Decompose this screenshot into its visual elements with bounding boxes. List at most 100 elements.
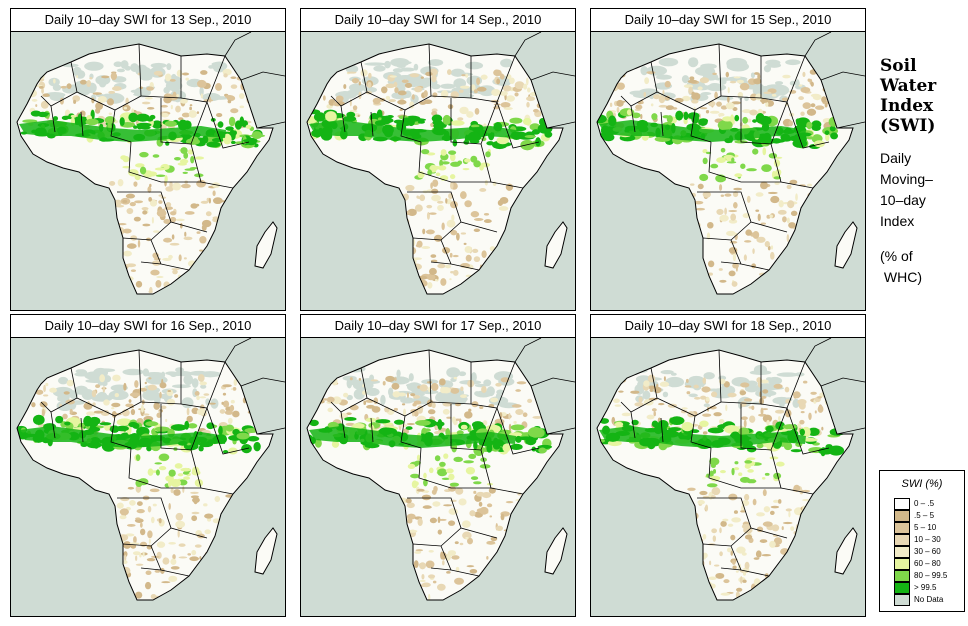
dry-patch	[219, 257, 223, 261]
dry-patch	[703, 286, 713, 294]
dry-patch	[794, 258, 803, 262]
dry-patch	[644, 77, 650, 85]
country-border	[160, 404, 208, 451]
dry-patch	[402, 408, 407, 417]
dry-patch	[451, 555, 460, 560]
dry-patch	[448, 508, 458, 515]
dry-patch	[152, 230, 160, 233]
dry-patch	[35, 104, 38, 107]
dry-patch	[112, 86, 122, 92]
dry-patch	[515, 588, 521, 596]
dry-patch	[761, 408, 769, 411]
dry-patch	[135, 280, 143, 288]
dry-patch	[357, 114, 360, 118]
wet-patch	[509, 117, 523, 124]
dry-patch	[807, 255, 810, 263]
dry-patch	[718, 268, 723, 271]
dry-patch	[800, 87, 811, 93]
wet-patch	[802, 437, 818, 442]
dry-patch	[752, 231, 760, 239]
dry-patch	[476, 86, 487, 92]
coastline-madagascar	[544, 221, 568, 269]
dry-patch	[130, 269, 136, 273]
dry-patch	[464, 245, 472, 253]
nodata-patch	[658, 57, 679, 67]
moist-patch	[764, 472, 770, 476]
dry-patch	[446, 69, 452, 75]
dry-patch	[31, 99, 38, 102]
dry-patch	[473, 89, 478, 94]
moist-patch	[421, 149, 430, 155]
dry-patch	[221, 401, 224, 405]
dry-patch	[512, 571, 519, 575]
dry-patch	[781, 259, 789, 267]
moist-patch	[430, 165, 442, 170]
dry-patch	[125, 533, 135, 537]
dry-patch	[635, 104, 643, 110]
dry-patch	[453, 376, 458, 380]
dry-patch	[478, 274, 487, 282]
dry-patch	[397, 392, 407, 397]
dry-patch	[740, 404, 745, 407]
moist-patch	[194, 173, 204, 178]
wet-patch	[331, 440, 340, 448]
dry-patch	[643, 92, 647, 98]
dry-patch	[719, 279, 727, 283]
legend-label: > 99.5	[914, 583, 937, 592]
nodata-patch	[681, 75, 690, 84]
dry-patch	[208, 265, 217, 272]
dry-patch	[735, 570, 739, 573]
dry-patch	[649, 388, 654, 392]
dry-patch	[335, 95, 344, 102]
wet-patch	[228, 116, 236, 127]
dry-patch	[115, 239, 122, 242]
dry-patch	[483, 281, 489, 287]
saturated-band	[309, 120, 516, 142]
dry-patch	[616, 106, 620, 113]
dry-patch	[431, 489, 437, 495]
dry-patch	[230, 399, 235, 404]
wet-patch	[154, 426, 170, 432]
dry-patch	[438, 518, 447, 521]
nodata-patch	[163, 86, 170, 94]
dry-patch	[422, 505, 432, 509]
dry-patch	[720, 520, 727, 527]
dry-patch	[40, 100, 49, 109]
dry-patch	[472, 248, 479, 254]
dry-patch	[732, 565, 737, 570]
dry-patch	[168, 575, 178, 583]
dry-patch	[111, 568, 116, 576]
dry-patch	[417, 408, 423, 414]
dry-patch	[192, 497, 200, 503]
dry-patch	[139, 553, 142, 558]
dry-patch	[239, 105, 245, 109]
dry-patch	[43, 394, 49, 397]
dry-patch	[467, 537, 473, 545]
dry-patch	[471, 286, 475, 294]
dry-patch	[214, 495, 221, 503]
moist-patch	[177, 162, 188, 166]
dry-patch	[427, 574, 436, 579]
dry-patch	[724, 193, 732, 197]
legend-swatch	[894, 582, 910, 594]
dry-patch	[774, 181, 780, 186]
dry-patch	[478, 501, 483, 507]
dry-patch	[725, 71, 730, 78]
dry-patch	[616, 82, 625, 90]
dry-patch	[610, 384, 614, 393]
dry-patch	[441, 247, 451, 254]
wet-patch	[242, 138, 254, 143]
dry-patch	[141, 101, 151, 105]
dry-patch	[222, 384, 232, 388]
dry-patch	[454, 418, 462, 421]
dry-patch	[450, 387, 460, 394]
nodata-patch	[700, 92, 712, 96]
country-border	[620, 61, 658, 107]
dry-patch	[719, 214, 729, 222]
dry-patch	[749, 415, 756, 423]
dry-patch	[191, 578, 196, 583]
dry-patch	[739, 576, 743, 584]
dry-patch	[149, 183, 152, 188]
dry-patch	[148, 538, 151, 544]
nodata-patch	[137, 64, 147, 72]
